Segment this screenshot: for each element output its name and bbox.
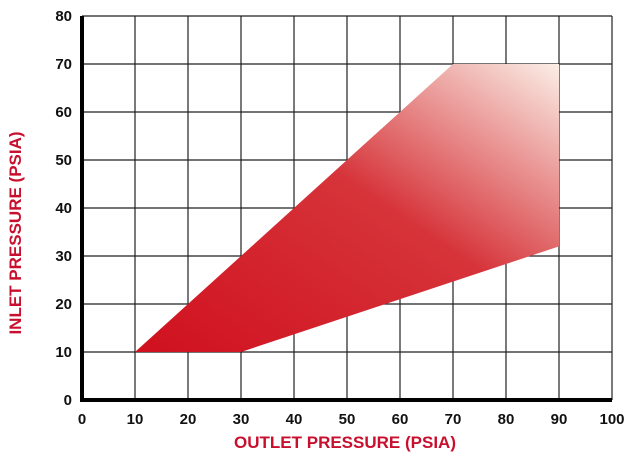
x-axis-label: OUTLET PRESSURE (PSIA) [234,433,456,452]
y-tick-10: 10 [55,344,72,361]
x-tick-20: 20 [180,411,197,428]
y-axis-label: INLET PRESSURE (PSIA) [6,131,25,334]
x-tick-50: 50 [339,411,356,428]
x-tick-70: 70 [445,411,462,428]
y-tick-60: 60 [55,104,72,121]
y-tick-labels: 0 10 20 30 40 50 60 70 80 [55,8,72,409]
x-tick-100: 100 [599,411,624,428]
axes [80,16,612,402]
x-tick-labels: 0 10 20 30 40 50 60 70 80 90 100 [78,411,625,428]
y-tick-20: 20 [55,296,72,313]
y-tick-50: 50 [55,152,72,169]
x-tick-90: 90 [551,411,568,428]
y-tick-80: 80 [55,8,72,25]
operating-region [135,64,559,352]
y-tick-0: 0 [64,392,72,409]
x-tick-80: 80 [498,411,515,428]
x-tick-0: 0 [78,411,86,428]
y-tick-70: 70 [55,56,72,73]
x-tick-40: 40 [286,411,303,428]
y-tick-40: 40 [55,200,72,217]
y-tick-30: 30 [55,248,72,265]
x-tick-30: 30 [233,411,250,428]
x-tick-60: 60 [392,411,409,428]
x-tick-10: 10 [127,411,144,428]
